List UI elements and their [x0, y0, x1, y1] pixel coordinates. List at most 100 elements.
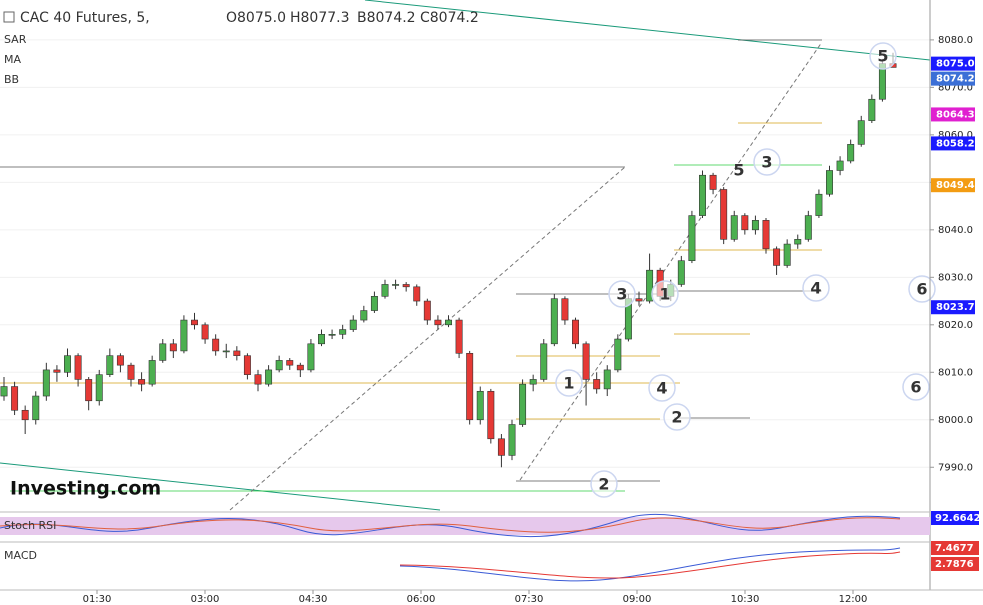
candle-body — [148, 360, 156, 385]
chart-title: CAC 40 Futures, 5, — [20, 10, 150, 26]
ohlc-label: C8074.2 — [420, 10, 479, 26]
panel-tag — [931, 511, 979, 525]
wave-label: 5 — [877, 47, 888, 66]
candle-body — [476, 390, 484, 421]
price-tag — [931, 107, 975, 122]
y-tick-label: 8020.0 — [938, 320, 973, 331]
x-tick-label: 10:30 — [731, 594, 760, 605]
grid — [0, 39, 930, 468]
candle-body — [815, 193, 823, 216]
candle-body — [582, 343, 590, 380]
macd-line — [399, 551, 901, 579]
price-tag — [931, 136, 975, 151]
candle-body — [434, 319, 442, 326]
wave-label: 6 — [910, 378, 921, 397]
indicator-name[interactable]: SAR — [4, 33, 27, 46]
candle-body — [392, 284, 400, 286]
y-tick-label: 8000.0 — [938, 415, 973, 426]
wave-circle — [651, 280, 679, 308]
candle-body — [497, 438, 505, 456]
price-tag-label: 8064.3 — [936, 109, 975, 120]
wave-label: 4 — [810, 279, 821, 298]
candle-body — [370, 296, 378, 311]
ohlc-label: H8077.3 — [290, 10, 350, 26]
candle-body — [32, 395, 40, 421]
candle-body — [804, 215, 812, 240]
candle-body — [751, 220, 759, 231]
candle-body — [445, 319, 452, 326]
wave-label: 1 — [563, 374, 574, 393]
price-tag-label: 8074.2 — [936, 74, 975, 85]
price-tag — [931, 56, 975, 71]
candle-body — [730, 215, 738, 240]
trendline — [0, 462, 441, 511]
candle-body — [720, 189, 728, 240]
indicator-name[interactable]: MA — [4, 53, 21, 66]
candle-body — [487, 390, 495, 440]
candle-body — [677, 260, 685, 285]
y-tick-label: 8040.0 — [938, 225, 973, 236]
candle-body — [85, 379, 93, 402]
fib-diagonal — [229, 166, 626, 511]
candle-body — [635, 298, 643, 302]
candle-body — [286, 360, 294, 366]
y-tick-label: 8080.0 — [938, 35, 973, 46]
x-tick-label: 06:00 — [407, 594, 436, 605]
candle-body — [709, 174, 717, 190]
candle-body — [159, 343, 167, 361]
candle-body — [328, 334, 336, 336]
candle-body — [646, 269, 654, 302]
candle-body — [762, 220, 770, 250]
indicator-name[interactable]: BB — [4, 73, 19, 86]
candle-body — [222, 350, 230, 353]
candle-body — [794, 239, 802, 245]
price-tag-label: 8049.4 — [936, 180, 975, 191]
wave-circle — [902, 373, 930, 401]
candle-body — [603, 369, 611, 390]
candle-body — [191, 319, 198, 326]
wave-circle — [663, 403, 691, 431]
candle-body — [836, 160, 844, 171]
y-tick-label: 8010.0 — [938, 367, 973, 378]
wave-circle — [590, 470, 618, 498]
candle-body — [402, 284, 410, 288]
wave-label: 1 — [659, 285, 670, 304]
price-tag-label: 8058.2 — [936, 138, 975, 149]
price-axis: 8080.08070.08060.08050.08040.08030.08020… — [930, 35, 975, 473]
price-tag-label: 8023.7 — [936, 302, 975, 313]
candle-body — [540, 343, 548, 380]
candle-body — [847, 144, 855, 162]
price-tag — [931, 178, 975, 193]
price-tag-label: 8075.0 — [936, 59, 975, 70]
wave-label: 3 — [616, 285, 627, 304]
candle-body — [572, 319, 579, 345]
wave-circle — [908, 275, 936, 303]
candle-body — [254, 374, 262, 385]
price-tag — [931, 71, 975, 86]
candle-body — [699, 174, 706, 216]
wave-circle — [802, 274, 830, 302]
wave-label: 3 — [761, 153, 772, 172]
collapse-icon[interactable] — [3, 11, 15, 23]
candle-body — [201, 324, 209, 340]
panel-tag-label: 7.4677 — [935, 543, 974, 554]
candle-body — [455, 319, 463, 354]
candle-body — [349, 319, 357, 330]
candle-body — [688, 215, 696, 261]
wave-circle — [608, 280, 636, 308]
candle-body — [116, 355, 124, 366]
candle-body — [868, 98, 876, 121]
stoch-line — [0, 517, 901, 533]
candle-body — [857, 120, 865, 145]
candle-body — [466, 352, 474, 421]
panel-tag-label: 2.7876 — [935, 559, 974, 570]
x-tick-label: 12:00 — [839, 594, 868, 605]
candle-body — [593, 379, 601, 390]
candle-body — [561, 298, 569, 321]
panel-tag-label: 92.6642 — [935, 513, 981, 524]
candle-body — [233, 350, 241, 356]
candle-body — [519, 383, 527, 425]
panel-tag — [931, 557, 979, 571]
candle-body — [296, 364, 304, 371]
